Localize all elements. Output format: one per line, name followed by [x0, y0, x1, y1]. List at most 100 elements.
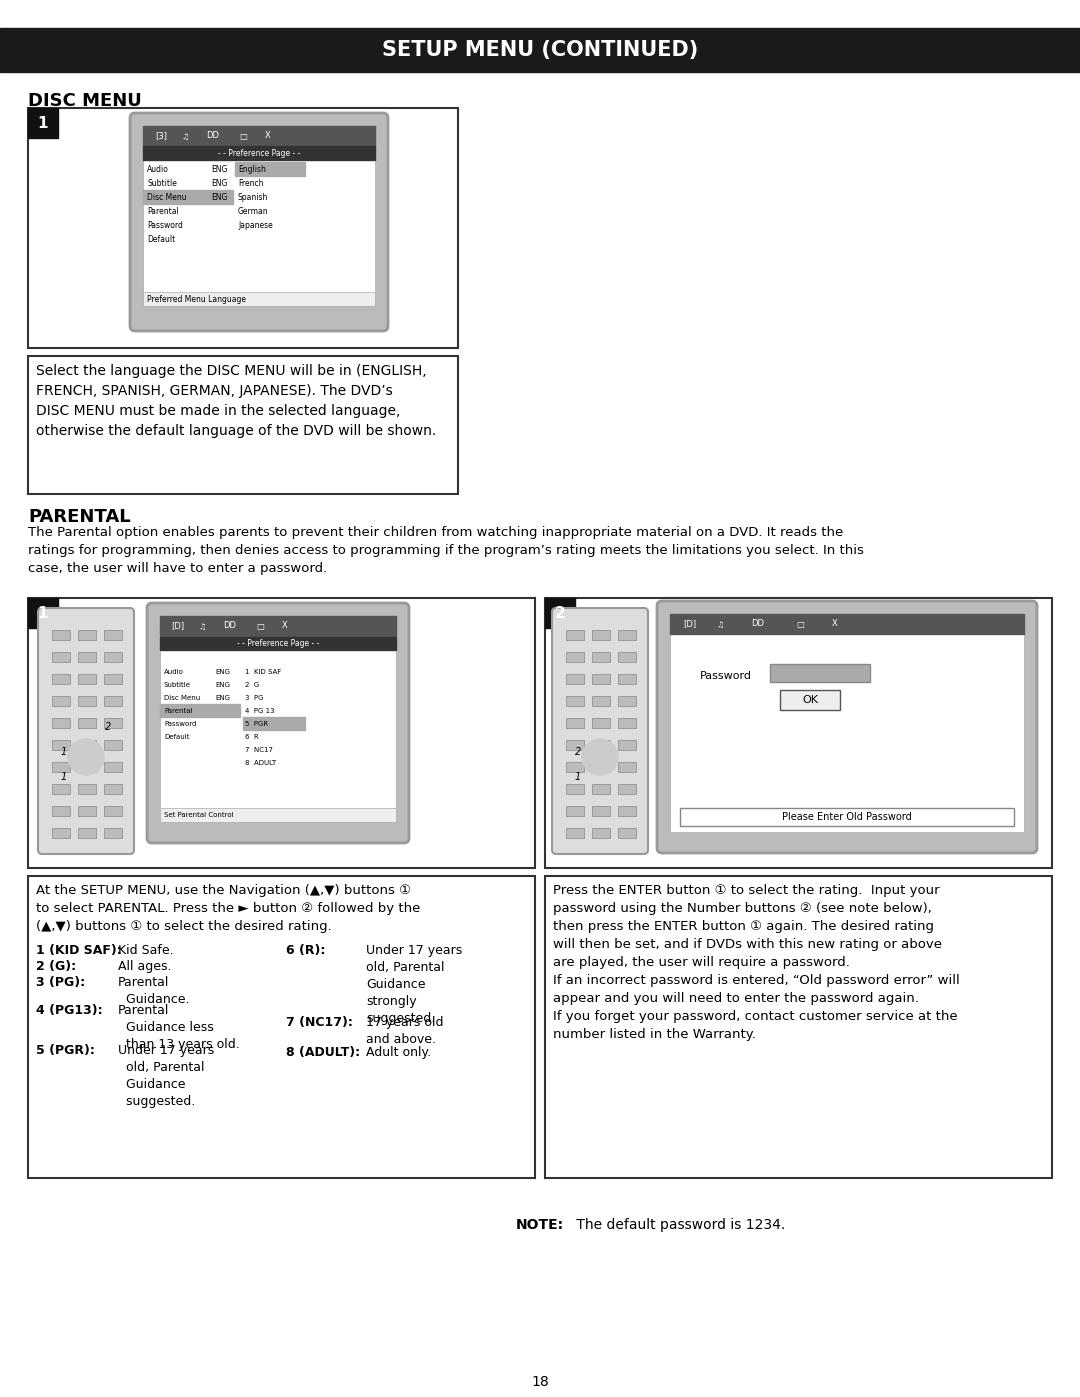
Bar	[545, 598, 575, 629]
Text: Parental: Parental	[164, 708, 192, 714]
Text: Kid Safe.: Kid Safe.	[118, 944, 174, 957]
Text: 1: 1	[38, 605, 49, 620]
Text: Japanese: Japanese	[238, 221, 273, 229]
Text: Please Enter Old Password: Please Enter Old Password	[782, 812, 912, 821]
Bar	[104, 806, 122, 816]
FancyBboxPatch shape	[657, 601, 1037, 854]
Bar	[592, 761, 610, 773]
Bar	[52, 652, 70, 662]
Bar	[670, 615, 1024, 634]
Bar	[143, 292, 375, 306]
Text: [D]: [D]	[172, 622, 185, 630]
Bar	[545, 876, 1052, 1178]
Bar	[592, 806, 610, 816]
Bar	[592, 630, 610, 640]
Text: 3 (PG):: 3 (PG):	[36, 977, 85, 989]
Bar	[104, 761, 122, 773]
Bar	[143, 126, 375, 306]
Bar	[618, 828, 636, 838]
Text: The default password is 1234.: The default password is 1234.	[572, 1218, 785, 1232]
Bar	[104, 718, 122, 728]
Bar	[160, 807, 396, 821]
Bar	[566, 718, 584, 728]
Bar	[52, 806, 70, 816]
Text: 1: 1	[38, 116, 49, 130]
Bar	[78, 806, 96, 816]
Text: Password: Password	[164, 721, 197, 726]
Text: Default: Default	[164, 733, 189, 740]
Text: 17 years old
and above.: 17 years old and above.	[366, 1016, 444, 1046]
Bar	[104, 828, 122, 838]
Text: DD: DD	[224, 622, 237, 630]
Bar	[52, 718, 70, 728]
Bar	[592, 828, 610, 838]
Text: OK: OK	[802, 694, 818, 705]
Bar	[52, 740, 70, 750]
Text: 4  PG 13: 4 PG 13	[245, 708, 274, 714]
Bar	[680, 807, 1014, 826]
Text: ♫: ♫	[716, 619, 724, 629]
Bar	[592, 673, 610, 685]
Bar	[104, 652, 122, 662]
Bar	[78, 696, 96, 705]
Bar	[28, 876, 535, 1178]
Bar	[670, 615, 1024, 833]
Circle shape	[582, 739, 618, 775]
Bar	[566, 761, 584, 773]
Text: PARENTAL: PARENTAL	[28, 509, 131, 527]
Text: 7 (NC17):: 7 (NC17):	[286, 1016, 353, 1030]
Bar	[78, 673, 96, 685]
Bar	[592, 740, 610, 750]
Bar	[618, 652, 636, 662]
Text: ENG: ENG	[211, 193, 228, 201]
Text: NOTE:: NOTE:	[516, 1218, 564, 1232]
Text: Under 17 years
  old, Parental
  Guidance
  suggested.: Under 17 years old, Parental Guidance su…	[118, 1044, 214, 1108]
Text: X: X	[265, 131, 271, 141]
Bar	[52, 630, 70, 640]
Bar	[566, 696, 584, 705]
Bar	[618, 784, 636, 793]
Text: 6 (R):: 6 (R):	[286, 944, 325, 957]
Bar	[143, 190, 233, 204]
Bar	[143, 126, 375, 147]
Text: ENG: ENG	[211, 165, 228, 173]
Text: Default: Default	[147, 235, 175, 243]
Text: 5 (PGR):: 5 (PGR):	[36, 1044, 95, 1058]
Bar	[780, 690, 840, 710]
Bar	[235, 162, 305, 176]
Bar	[28, 598, 535, 868]
Text: 4 (PG13):: 4 (PG13):	[36, 1004, 103, 1017]
Bar	[78, 630, 96, 640]
Bar	[566, 828, 584, 838]
Text: □: □	[239, 131, 247, 141]
Bar	[243, 717, 305, 731]
Text: SETUP MENU (CONTINUED): SETUP MENU (CONTINUED)	[382, 41, 698, 60]
Text: Parental
  Guidance less
  than 13 years old.: Parental Guidance less than 13 years old…	[118, 1004, 240, 1051]
Text: 8  ADULT: 8 ADULT	[245, 760, 276, 766]
Bar	[143, 147, 375, 161]
Text: [3]: [3]	[156, 131, 167, 141]
Text: 1: 1	[60, 747, 67, 757]
Text: Subtitle: Subtitle	[164, 682, 191, 687]
Text: 1: 1	[60, 773, 67, 782]
Text: All ages.: All ages.	[118, 960, 172, 972]
Bar	[28, 356, 458, 495]
Bar	[28, 108, 458, 348]
Text: Parental
  Guidance.: Parental Guidance.	[118, 977, 189, 1006]
Bar	[52, 673, 70, 685]
Bar	[160, 637, 396, 650]
Text: 1  KID SAF: 1 KID SAF	[245, 669, 281, 675]
Bar	[160, 616, 396, 821]
Bar	[28, 108, 58, 138]
Text: DD: DD	[752, 619, 765, 629]
Text: 6  R: 6 R	[245, 733, 259, 740]
Text: X: X	[832, 619, 838, 629]
Text: ENG: ENG	[215, 682, 230, 687]
Text: The Parental option enables parents to prevent their children from watching inap: The Parental option enables parents to p…	[28, 527, 864, 576]
Bar	[0, 28, 1080, 73]
Bar	[28, 598, 58, 629]
Text: [D]: [D]	[684, 619, 697, 629]
Bar	[592, 784, 610, 793]
Text: 1: 1	[575, 773, 581, 782]
Bar	[545, 598, 1052, 868]
